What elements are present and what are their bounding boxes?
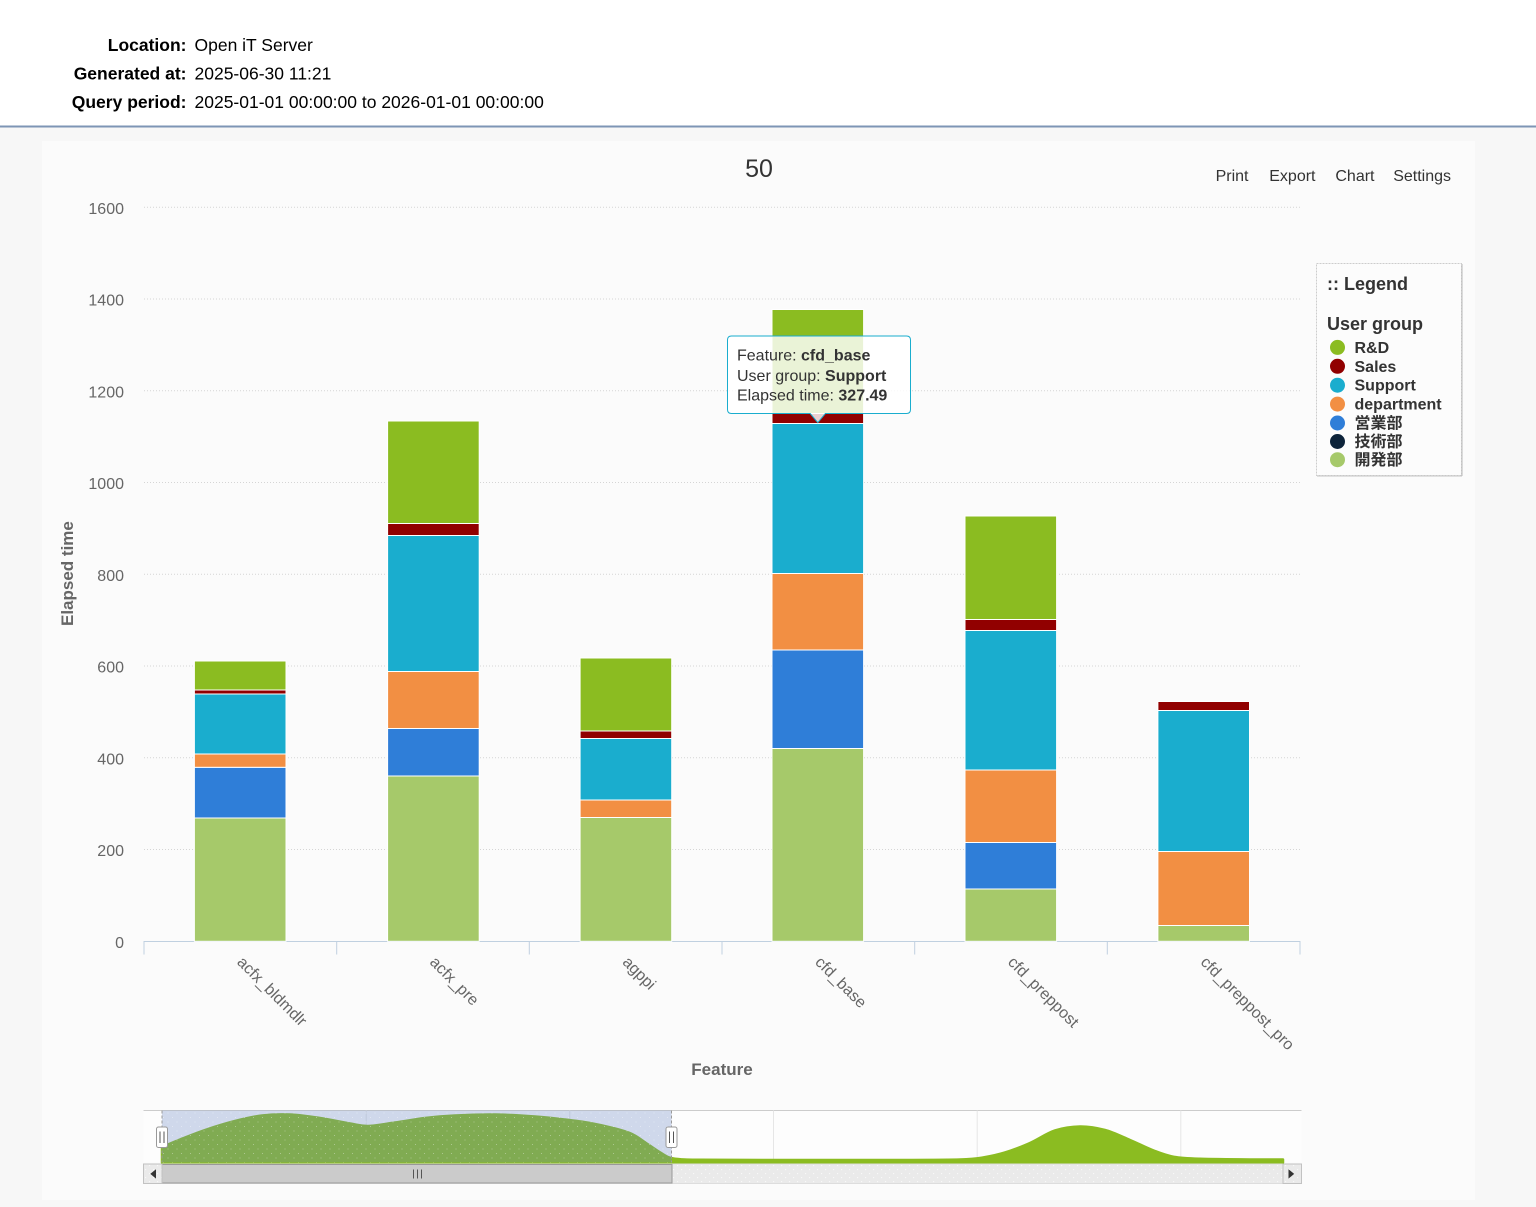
svg-text:Settings: Settings [1393,168,1451,185]
svg-text:Print: Print [1216,168,1249,185]
svg-text:2025-01-01 00:00:00 to 2026-01: 2025-01-01 00:00:00 to 2026-01-01 00:00:… [195,92,545,112]
svg-text:600: 600 [97,660,124,677]
svg-text:1600: 1600 [88,201,124,218]
svg-text:Feature: cfd_base: Feature: cfd_base [737,348,871,365]
svg-text:User group: User group [1327,314,1423,334]
svg-text:1200: 1200 [88,384,124,401]
svg-text:R&D: R&D [1355,340,1390,357]
svg-text:1400: 1400 [88,293,124,310]
svg-text:Location:: Location: [108,35,187,55]
svg-text::: Legend: :: Legend [1327,274,1408,294]
svg-text:Feature: Feature [691,1060,752,1079]
svg-text:200: 200 [97,843,124,860]
svg-text:Support: Support [1355,378,1417,395]
svg-text:2025-06-30 11:21: 2025-06-30 11:21 [195,64,332,84]
svg-text:Elapsed time: Elapsed time [58,521,77,626]
svg-text:User group: Support: User group: Support [737,368,887,385]
svg-text:Chart: Chart [1335,168,1375,185]
svg-text:Export: Export [1269,168,1316,185]
svg-text:800: 800 [97,568,124,585]
svg-text:Query period:: Query period: [72,92,187,112]
svg-text:department: department [1355,397,1443,414]
svg-text:50: 50 [745,155,773,183]
svg-text:400: 400 [97,751,124,768]
svg-text:Open iT Server: Open iT Server [195,35,314,55]
svg-text:0: 0 [115,935,124,952]
svg-text:Generated at:: Generated at: [74,64,187,84]
svg-text:1000: 1000 [88,476,124,493]
svg-text:Elapsed time: 327.49: Elapsed time: 327.49 [737,387,887,404]
svg-text:Sales: Sales [1355,359,1397,376]
